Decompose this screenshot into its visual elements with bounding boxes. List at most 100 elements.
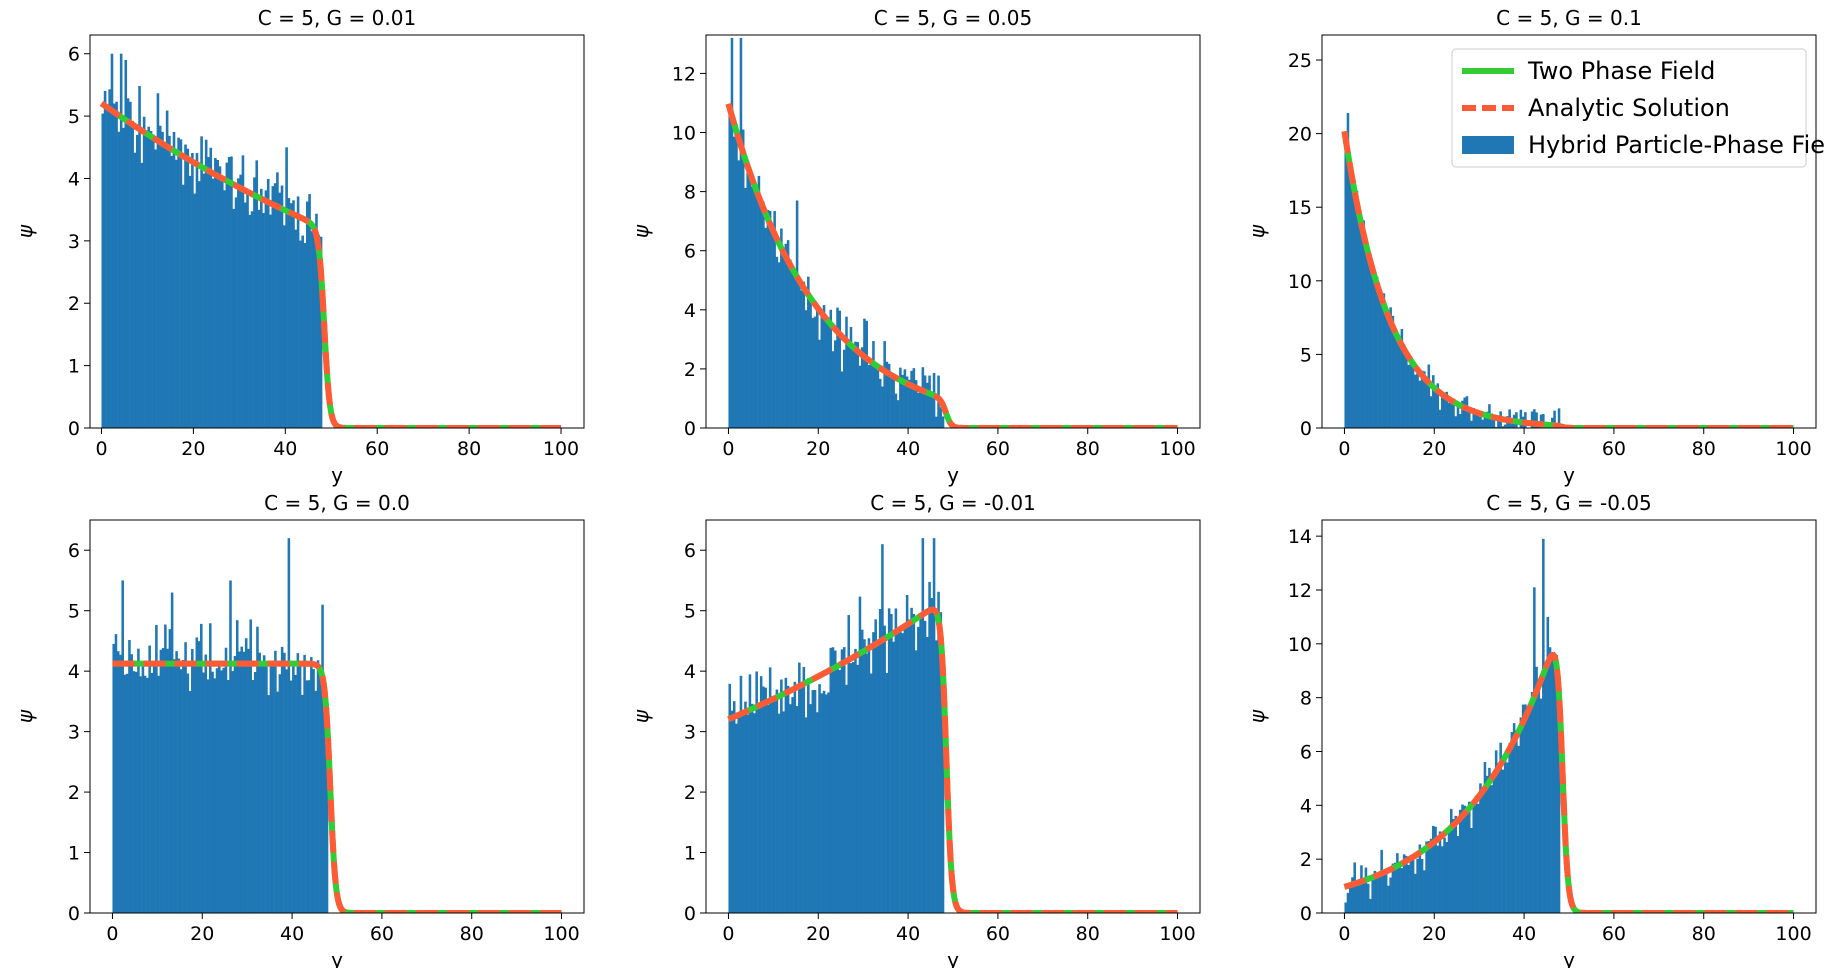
histogram-bar xyxy=(1481,793,1484,913)
histogram-bar xyxy=(887,363,891,428)
histogram-bar xyxy=(287,198,291,428)
histogram-bar xyxy=(214,158,217,428)
histogram-bar xyxy=(119,53,123,428)
histogram-bar xyxy=(1447,832,1451,913)
histogram-bar xyxy=(184,144,187,428)
x-tick-label: 0 xyxy=(106,923,118,945)
histogram-bar xyxy=(1402,854,1406,913)
legend-label: Analytic Solution xyxy=(1528,94,1730,122)
histogram-bar xyxy=(260,188,263,428)
histogram-bar xyxy=(246,192,249,428)
histogram-bar xyxy=(1375,276,1379,428)
histogram-bar xyxy=(730,710,734,913)
histogram-bar xyxy=(1389,307,1392,428)
histogram-bar xyxy=(1371,267,1374,428)
histogram-bar xyxy=(250,211,254,428)
y-tick-label: 6 xyxy=(684,241,696,263)
subplot-title: C = 5, G = 0.05 xyxy=(874,6,1032,30)
histogram-bar xyxy=(224,647,228,913)
histogram-bar xyxy=(1445,391,1449,428)
y-axis-label: ψ xyxy=(1245,224,1269,238)
histogram-bar xyxy=(1425,841,1428,913)
y-tick-label: 12 xyxy=(672,63,696,85)
histogram-bar xyxy=(1485,775,1489,913)
histogram-bar xyxy=(229,580,232,913)
histogram-bar xyxy=(159,649,163,913)
histogram-bar xyxy=(1544,669,1547,913)
histogram-bar xyxy=(784,243,788,428)
histogram-bar xyxy=(1375,875,1379,913)
histogram-bar xyxy=(1366,247,1370,428)
histogram-bar xyxy=(827,320,830,428)
histogram-bar xyxy=(759,201,763,428)
histogram-bar xyxy=(838,310,842,428)
histogram-bar xyxy=(1398,862,1401,913)
histogram-bar xyxy=(209,147,213,428)
histogram-bar xyxy=(786,240,790,428)
histogram-bar xyxy=(881,386,884,428)
histogram-bar xyxy=(225,162,229,428)
histogram-bar xyxy=(131,120,134,428)
histogram-bar xyxy=(732,136,736,428)
histogram-bar xyxy=(262,212,265,428)
histogram-bar xyxy=(1467,801,1471,913)
histogram-bar xyxy=(847,615,851,913)
histogram-bar xyxy=(1391,315,1395,428)
histogram-bar xyxy=(914,380,918,428)
x-tick-label: 20 xyxy=(806,923,830,945)
histogram-bar xyxy=(177,658,181,913)
histogram-bar xyxy=(200,623,203,913)
x-tick-label: 40 xyxy=(896,438,920,460)
x-axis-label: y xyxy=(947,948,959,968)
x-tick-label: 80 xyxy=(457,438,481,460)
histogram-bar xyxy=(753,713,756,913)
y-tick-label: 0 xyxy=(68,418,80,440)
histogram-bar xyxy=(310,657,313,913)
y-tick-label: 6 xyxy=(1300,741,1312,763)
histogram-bar xyxy=(1427,364,1431,428)
histogram-bar xyxy=(750,703,754,913)
histogram-bar xyxy=(312,227,316,428)
histogram-bar xyxy=(1393,329,1397,428)
histogram-bar xyxy=(1542,414,1545,428)
histogram-bar xyxy=(874,363,877,428)
histogram-bar xyxy=(1555,655,1559,913)
histogram-bar xyxy=(182,659,185,913)
histogram-bar xyxy=(917,392,920,428)
histogram-bar xyxy=(919,388,922,428)
histogram-bar xyxy=(1449,398,1453,428)
histogram-bar xyxy=(1364,236,1368,428)
y-axis-label: ψ xyxy=(629,709,653,723)
histogram-bar xyxy=(1517,745,1520,913)
x-tick-label: 40 xyxy=(273,438,297,460)
plot-area xyxy=(99,53,563,428)
histogram-bar xyxy=(1452,818,1455,913)
histogram-bar xyxy=(914,650,918,913)
histogram-bar xyxy=(168,629,172,913)
histogram-bar xyxy=(825,694,828,913)
y-tick-label: 2 xyxy=(68,782,80,804)
histogram-bar xyxy=(1508,743,1511,913)
histogram-bar xyxy=(139,676,142,913)
x-tick-label: 100 xyxy=(543,438,579,460)
histogram-bar xyxy=(325,725,329,913)
histogram-bar xyxy=(822,690,826,913)
histogram-bar xyxy=(1407,364,1410,428)
histogram-bar xyxy=(256,626,259,913)
histogram-bar xyxy=(145,136,148,428)
subplot-6: 0 20 40 60 80 100 0 2 4 6 8 10 12 14 C = 5, G = -0.05 y… xyxy=(1245,491,1817,968)
histogram-bar xyxy=(910,370,913,428)
x-tick-label: 80 xyxy=(460,923,484,945)
subplot-title: C = 5, G = 0.0 xyxy=(264,491,410,515)
histogram-bar xyxy=(301,694,304,913)
histogram-bar xyxy=(1429,838,1433,913)
histogram-bar xyxy=(1458,414,1462,428)
histogram-bar xyxy=(937,591,940,913)
histogram-bar xyxy=(1420,859,1424,913)
histogram-bar xyxy=(1405,355,1408,428)
histogram-bar xyxy=(1416,858,1419,913)
histogram-bar xyxy=(238,651,241,913)
histogram-bar xyxy=(935,416,938,428)
histogram-bar xyxy=(849,663,853,913)
histogram-bar xyxy=(1366,883,1370,913)
